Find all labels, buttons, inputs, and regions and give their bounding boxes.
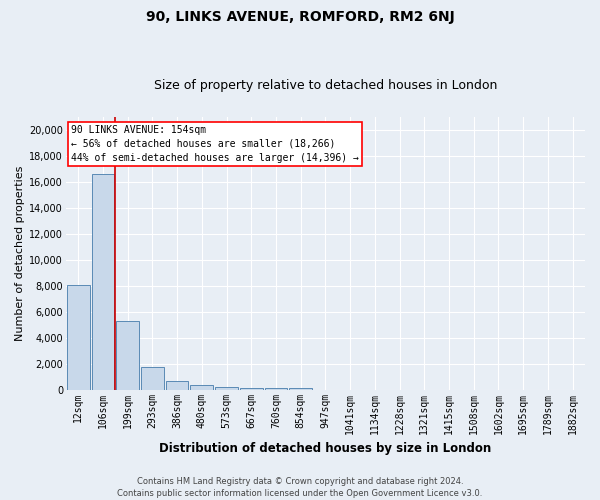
Bar xyxy=(190,385,213,390)
Bar xyxy=(240,388,263,390)
Bar xyxy=(265,388,287,390)
Text: 90 LINKS AVENUE: 154sqm
← 56% of detached houses are smaller (18,266)
44% of sem: 90 LINKS AVENUE: 154sqm ← 56% of detache… xyxy=(71,125,359,163)
Bar xyxy=(67,285,89,390)
Y-axis label: Number of detached properties: Number of detached properties xyxy=(15,166,25,341)
Text: Contains HM Land Registry data © Crown copyright and database right 2024.
Contai: Contains HM Land Registry data © Crown c… xyxy=(118,476,482,498)
Bar xyxy=(166,380,188,390)
Bar xyxy=(215,387,238,390)
Text: 90, LINKS AVENUE, ROMFORD, RM2 6NJ: 90, LINKS AVENUE, ROMFORD, RM2 6NJ xyxy=(146,10,454,24)
Bar xyxy=(92,174,114,390)
Bar xyxy=(141,367,164,390)
Bar xyxy=(116,321,139,390)
Title: Size of property relative to detached houses in London: Size of property relative to detached ho… xyxy=(154,79,497,92)
Bar xyxy=(289,388,312,390)
X-axis label: Distribution of detached houses by size in London: Distribution of detached houses by size … xyxy=(159,442,491,455)
